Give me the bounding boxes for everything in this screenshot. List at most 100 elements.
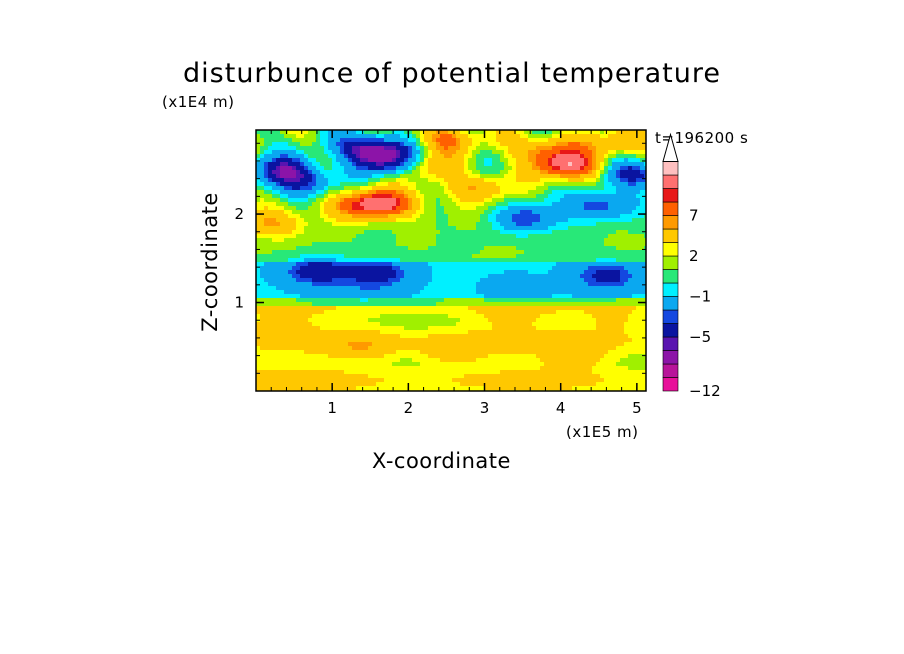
field-cell (296, 190, 301, 195)
field-cell (600, 270, 605, 275)
field-cell (256, 198, 261, 203)
field-cell (628, 154, 633, 159)
field-cell (384, 290, 389, 295)
field-cell (632, 258, 637, 263)
field-cell (608, 158, 613, 163)
field-cell (640, 154, 645, 159)
field-cell (336, 162, 341, 167)
field-cell (628, 130, 633, 135)
field-cell (640, 290, 645, 295)
field-cell (392, 178, 397, 183)
field-cell (284, 170, 289, 175)
field-cell (440, 138, 445, 143)
field-cell (620, 178, 625, 183)
field-cell (544, 298, 549, 303)
field-cell (516, 298, 521, 303)
field-cell (504, 318, 509, 323)
field-cell (316, 166, 321, 171)
field-cell (324, 258, 329, 263)
field-cell (612, 218, 617, 223)
field-cell (356, 326, 361, 331)
field-cell (460, 286, 465, 291)
field-cell (504, 238, 509, 243)
field-cell (344, 214, 349, 219)
field-cell (296, 274, 301, 279)
field-cell (628, 142, 633, 147)
field-cell (356, 310, 361, 315)
field-cell (616, 266, 621, 271)
field-cell (476, 206, 481, 211)
field-cell (484, 254, 489, 259)
field-cell (328, 322, 333, 327)
field-cell (620, 214, 625, 219)
field-cell (612, 230, 617, 235)
field-cell (580, 194, 585, 199)
field-cell (572, 290, 577, 295)
field-cell (496, 162, 501, 167)
field-cell (320, 222, 325, 227)
field-cell (624, 302, 629, 307)
field-cell (396, 230, 401, 235)
field-cell (600, 258, 605, 263)
field-cell (536, 134, 541, 139)
field-cell (420, 254, 425, 259)
field-cell (332, 146, 337, 151)
field-cell (280, 226, 285, 231)
field-cell (548, 226, 553, 231)
field-cell (544, 326, 549, 331)
field-cell (332, 210, 337, 215)
field-cell (544, 282, 549, 287)
field-cell (428, 154, 433, 159)
field-cell (584, 190, 589, 195)
chart-title: disturbunce of potential temperature (183, 58, 721, 89)
field-cell (476, 286, 481, 291)
field-cell (320, 298, 325, 303)
field-cell (292, 162, 297, 167)
field-cell (384, 246, 389, 251)
field-cell (412, 214, 417, 219)
field-cell (584, 262, 589, 267)
field-cell (380, 234, 385, 239)
field-cell (420, 214, 425, 219)
field-cell (348, 150, 353, 155)
field-cell (412, 302, 417, 307)
field-cell (332, 226, 337, 231)
field-cell (392, 306, 397, 311)
field-cell (536, 278, 541, 283)
field-cell (440, 302, 445, 307)
field-cell (600, 294, 605, 299)
field-cell (632, 138, 637, 143)
field-cell (600, 218, 605, 223)
field-cell (500, 302, 505, 307)
field-cell (636, 190, 641, 195)
field-cell (388, 322, 393, 327)
field-cell (584, 314, 589, 319)
field-cell (488, 150, 493, 155)
field-cell (292, 306, 297, 311)
field-cell (528, 238, 533, 243)
field-cell (448, 218, 453, 223)
field-cell (524, 174, 529, 179)
field-cell (380, 214, 385, 219)
field-cell (408, 258, 413, 263)
field-cell (484, 306, 489, 311)
field-cell (264, 170, 269, 175)
field-cell (480, 190, 485, 195)
field-cell (428, 278, 433, 283)
field-cell (348, 298, 353, 303)
field-cell (344, 238, 349, 243)
field-cell (448, 250, 453, 255)
field-cell (516, 138, 521, 143)
field-cell (316, 242, 321, 247)
field-cell (332, 170, 337, 175)
field-cell (560, 290, 565, 295)
field-cell (520, 214, 525, 219)
field-cell (604, 298, 609, 303)
field-cell (268, 326, 273, 331)
field-cell (548, 306, 553, 311)
field-cell (596, 266, 601, 271)
field-cell (320, 226, 325, 231)
field-cell (584, 134, 589, 139)
field-cell (284, 190, 289, 195)
field-cell (264, 150, 269, 155)
